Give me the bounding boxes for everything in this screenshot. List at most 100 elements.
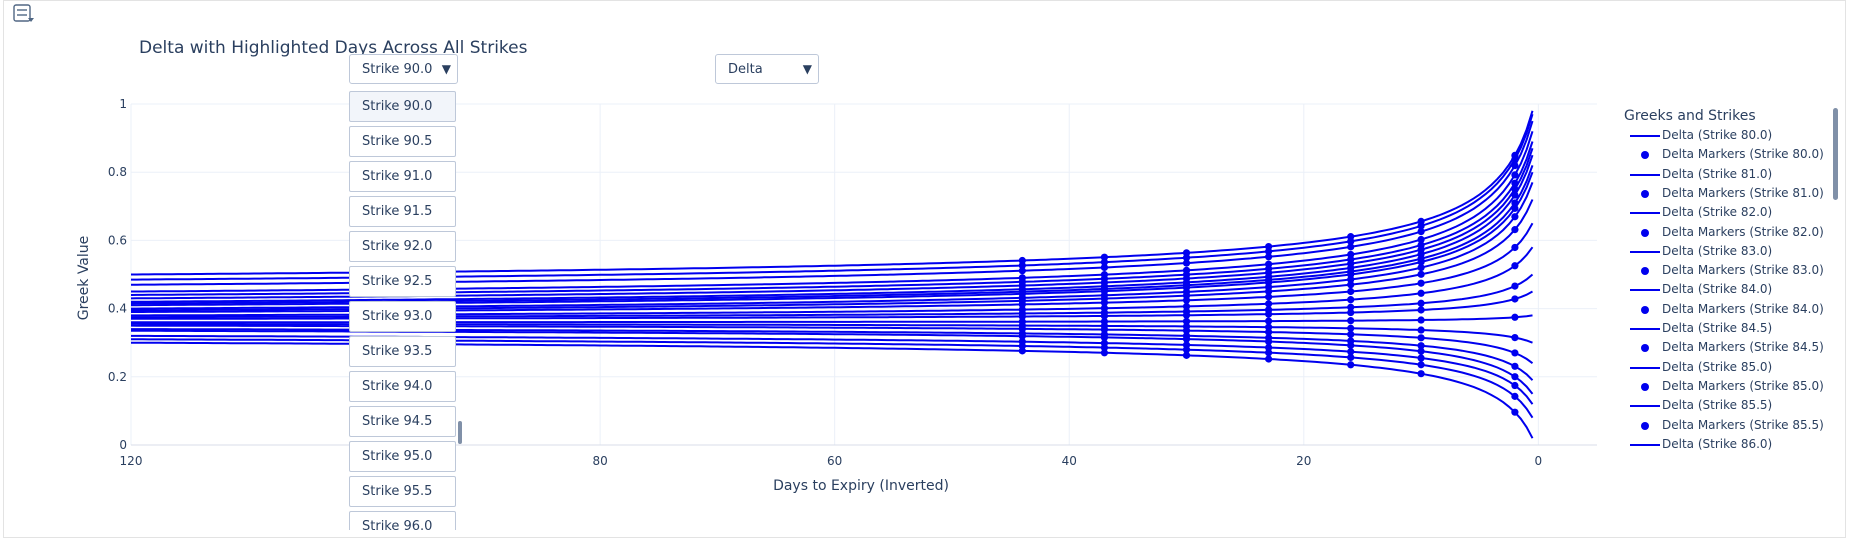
series-marker bbox=[1347, 353, 1355, 362]
strike-option[interactable]: Strike 96.0 bbox=[349, 511, 456, 530]
legend-label: Delta (Strike 84.0) bbox=[1662, 282, 1773, 297]
legend-label: Delta Markers (Strike 84.5) bbox=[1662, 340, 1824, 355]
series-marker bbox=[1100, 299, 1109, 307]
legend-label: Delta Markers (Strike 84.0) bbox=[1662, 301, 1824, 316]
series-marker bbox=[1018, 347, 1026, 355]
legend: Greeks and Strikes Delta (Strike 80.0) De… bbox=[1622, 108, 1846, 456]
x-tick-label: 120 bbox=[120, 454, 143, 468]
series-marker bbox=[1417, 347, 1425, 355]
series-line bbox=[131, 341, 1534, 439]
strike-option[interactable]: Strike 92.0 bbox=[349, 231, 456, 262]
sliders-icon[interactable] bbox=[12, 3, 36, 25]
series-marker bbox=[1511, 155, 1519, 163]
legend-item[interactable]: Delta Markers (Strike 82.0) bbox=[1622, 224, 1842, 243]
series-marker bbox=[1182, 335, 1191, 343]
legend-line-symbol bbox=[1630, 289, 1660, 292]
legend-scrollbar[interactable] bbox=[1833, 108, 1838, 200]
legend-label: Delta Markers (Strike 85.5) bbox=[1662, 417, 1824, 432]
legend-line-symbol bbox=[1630, 135, 1660, 137]
series-line bbox=[131, 334, 1534, 405]
legend-item[interactable]: Delta (Strike 85.0) bbox=[1622, 359, 1842, 378]
legend-item[interactable]: Delta Markers (Strike 84.0) bbox=[1622, 301, 1842, 320]
series-marker bbox=[1347, 324, 1355, 332]
strike-option[interactable]: Strike 90.0 bbox=[349, 91, 456, 122]
legend-item[interactable]: Delta (Strike 84.0) bbox=[1622, 281, 1842, 300]
series-marker bbox=[1511, 392, 1519, 400]
series-marker bbox=[1182, 311, 1191, 319]
strike-option[interactable]: Strike 93.0 bbox=[349, 301, 456, 332]
strike-option[interactable]: Strike 94.5 bbox=[349, 406, 456, 437]
legend-item[interactable]: Delta Markers (Strike 85.0) bbox=[1622, 378, 1842, 397]
legend-item[interactable]: Delta (Strike 85.5) bbox=[1622, 397, 1842, 416]
legend-item[interactable]: Delta (Strike 81.0) bbox=[1622, 166, 1842, 185]
legend-marker-symbol bbox=[1641, 305, 1649, 314]
series-marker bbox=[1417, 306, 1425, 314]
series-marker bbox=[1018, 256, 1026, 265]
strike-dropdown-value: Strike 90.0 bbox=[362, 61, 433, 77]
chart-series-lines bbox=[130, 110, 1534, 439]
chevron-down-icon: ▼ bbox=[802, 62, 812, 76]
strike-option[interactable]: Strike 95.5 bbox=[349, 476, 456, 507]
series-marker bbox=[1511, 161, 1519, 170]
series-marker bbox=[1265, 317, 1273, 325]
series-marker bbox=[1511, 204, 1519, 212]
legend-item[interactable]: Delta (Strike 82.0) bbox=[1622, 204, 1842, 223]
legend-item[interactable]: Delta (Strike 84.5) bbox=[1622, 320, 1842, 339]
legend-item[interactable]: Delta Markers (Strike 85.5) bbox=[1622, 417, 1842, 436]
chart-tick-labels: 120 80 60 40 20 0 0 0.2 0.4 0.6 0.8 1 bbox=[108, 97, 1542, 468]
strike-option[interactable]: Strike 93.5 bbox=[349, 336, 456, 367]
strike-option[interactable]: Strike 92.5 bbox=[349, 266, 456, 297]
legend-marker-symbol bbox=[1641, 151, 1649, 160]
legend-marker-symbol bbox=[1641, 189, 1649, 198]
legend-line-symbol bbox=[1630, 405, 1660, 408]
series-marker bbox=[1347, 341, 1355, 349]
strike-dropdown-menu: Strike 90.0 Strike 90.5 Strike 91.0 Stri… bbox=[349, 91, 458, 530]
legend-marker-symbol bbox=[1641, 228, 1649, 237]
dropdown-scrollbar[interactable] bbox=[458, 421, 462, 444]
series-marker bbox=[1511, 179, 1519, 187]
series-marker bbox=[1018, 312, 1026, 321]
legend-line-symbol bbox=[1630, 212, 1660, 215]
strike-option[interactable]: Strike 91.5 bbox=[349, 196, 456, 227]
series-marker bbox=[1265, 293, 1273, 301]
series-marker bbox=[1347, 303, 1355, 311]
series-marker bbox=[1182, 254, 1191, 262]
series-marker bbox=[1511, 408, 1519, 416]
legend-label: Delta (Strike 85.5) bbox=[1662, 398, 1773, 413]
legend-label: Delta (Strike 82.0) bbox=[1662, 205, 1773, 220]
series-marker bbox=[1417, 258, 1425, 266]
series-marker bbox=[1417, 370, 1425, 378]
series-marker bbox=[1265, 310, 1273, 318]
strike-option[interactable]: Strike 94.0 bbox=[349, 371, 456, 402]
legend-label: Delta Markers (Strike 80.0) bbox=[1662, 147, 1824, 162]
series-line bbox=[131, 338, 1534, 419]
x-tick-label: 40 bbox=[1062, 454, 1077, 468]
series-marker bbox=[1182, 317, 1191, 325]
series-marker bbox=[1347, 330, 1355, 338]
series-marker bbox=[1100, 343, 1109, 352]
series-marker bbox=[1182, 296, 1191, 304]
series-marker bbox=[1511, 295, 1519, 303]
legend-item[interactable]: Delta (Strike 83.0) bbox=[1622, 243, 1842, 262]
legend-item[interactable]: Delta Markers (Strike 84.5) bbox=[1622, 339, 1842, 358]
strike-option[interactable]: Strike 91.0 bbox=[349, 161, 456, 192]
legend-item[interactable]: Delta Markers (Strike 83.0) bbox=[1622, 262, 1842, 281]
strike-option[interactable]: Strike 90.5 bbox=[349, 126, 456, 157]
strike-option[interactable]: Strike 95.0 bbox=[349, 441, 456, 472]
legend-item[interactable]: Delta Markers (Strike 80.0) bbox=[1622, 146, 1842, 165]
legend-item[interactable]: Delta Markers (Strike 81.0) bbox=[1622, 185, 1842, 204]
series-marker bbox=[1265, 253, 1273, 261]
series-line bbox=[130, 154, 1534, 303]
x-axis-label: Days to Expiry (Inverted) bbox=[773, 478, 949, 494]
series-marker bbox=[1182, 302, 1191, 310]
greek-dropdown[interactable]: Delta ▼ bbox=[715, 54, 819, 84]
legend-line-symbol bbox=[1630, 328, 1660, 330]
series-marker bbox=[1182, 259, 1191, 267]
legend-marker-symbol bbox=[1641, 267, 1649, 276]
strike-dropdown[interactable]: Strike 90.0 ▼ bbox=[349, 54, 458, 84]
legend-label: Delta Markers (Strike 85.0) bbox=[1662, 378, 1824, 393]
legend-label: Delta Markers (Strike 83.0) bbox=[1662, 263, 1824, 278]
series-marker bbox=[1347, 296, 1355, 304]
legend-item[interactable]: Delta (Strike 80.0) bbox=[1622, 127, 1842, 146]
legend-item[interactable]: Delta (Strike 86.0) bbox=[1622, 436, 1842, 455]
